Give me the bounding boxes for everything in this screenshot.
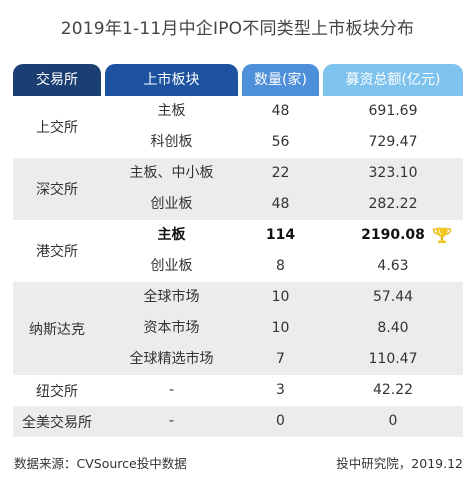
board-cell: 资本市场 bbox=[143, 320, 200, 336]
amount-cell: 110.47 bbox=[368, 351, 418, 367]
exchange-name: 港交所 bbox=[36, 244, 78, 260]
header-board: 上市板块 bbox=[105, 64, 238, 96]
table-row: 科创板 56 729.47 bbox=[13, 127, 463, 158]
exchange-name: 纳斯达克 bbox=[29, 321, 85, 338]
amount-cell: 57.44 bbox=[372, 289, 414, 305]
table-row: 全球精选市场 7 110.47 bbox=[13, 344, 463, 375]
amount-cell: 8.40 bbox=[377, 320, 409, 336]
header-count: 数量(家) bbox=[242, 64, 319, 96]
count-cell: 3 bbox=[276, 382, 285, 398]
board-cell: 全球精选市场 bbox=[129, 351, 214, 367]
table-header: 交易所 上市板块 数量(家) 募资总额(亿元) bbox=[13, 64, 463, 96]
amount-cell: 323.10 bbox=[368, 165, 418, 181]
table-row: 资本市场 10 8.40 bbox=[13, 313, 463, 344]
table-row: 全球市场 10 57.44 bbox=[13, 282, 463, 313]
board-cell: 主板 bbox=[157, 103, 186, 119]
exchange-name: 深交所 bbox=[36, 182, 78, 198]
exchange-name: 纽交所 bbox=[36, 383, 78, 400]
amount-cell: 2190.08 bbox=[361, 227, 425, 243]
count-cell: 10 bbox=[271, 289, 290, 305]
table-row: 创业板 48 282.22 bbox=[13, 189, 463, 220]
board-cell: - bbox=[168, 382, 175, 398]
amount-cell: 691.69 bbox=[368, 103, 418, 119]
count-cell: 48 bbox=[271, 196, 290, 212]
count-cell: 8 bbox=[276, 258, 285, 274]
credit-text: 投中研究院，2019.12 bbox=[336, 456, 463, 471]
amount-cell: 0 bbox=[388, 413, 398, 429]
group-hkex: 港交所 主板 114 2190.08 创业板 8 4.63 bbox=[13, 220, 463, 282]
board-cell: 主板 bbox=[157, 227, 186, 243]
exchange-name: 全美交易所 bbox=[22, 414, 92, 431]
table-title: 2019年1-11月中企IPO不同类型上市板块分布 bbox=[60, 19, 415, 39]
amount-cell: 4.63 bbox=[377, 258, 409, 274]
group-nyse: 纽交所 - 3 42.22 bbox=[13, 375, 463, 406]
group-sse: 上交所 主板 48 691.69 科创板 56 729.47 bbox=[13, 96, 463, 158]
group-szse: 深交所 主板、中小板 22 323.10 创业板 48 282.22 bbox=[13, 158, 463, 220]
table-row: 创业板 8 4.63 bbox=[13, 251, 463, 282]
count-cell: 0 bbox=[276, 413, 285, 429]
count-cell: 7 bbox=[276, 351, 285, 367]
board-cell: 创业板 bbox=[150, 196, 193, 212]
amount-cell: 282.22 bbox=[368, 196, 418, 212]
table-row: - 0 0 bbox=[13, 406, 463, 437]
board-cell: 全球市场 bbox=[143, 289, 200, 305]
table-row: 主板、中小板 22 323.10 bbox=[13, 158, 463, 189]
group-amex: 全美交易所 - 0 0 bbox=[13, 406, 463, 437]
board-cell: 科创板 bbox=[150, 134, 193, 150]
header-exchange: 交易所 bbox=[13, 64, 101, 96]
trophy-icon bbox=[432, 227, 452, 243]
header-amount: 募资总额(亿元) bbox=[323, 64, 463, 96]
count-cell: 56 bbox=[271, 134, 290, 150]
board-cell: 主板、中小板 bbox=[129, 165, 214, 181]
count-cell: 22 bbox=[271, 165, 290, 181]
table-row: 主板 48 691.69 bbox=[13, 96, 463, 127]
count-cell: 10 bbox=[271, 320, 290, 336]
data-source: 数据来源：CVSource投中数据 bbox=[14, 456, 187, 471]
amount-cell: 729.47 bbox=[368, 134, 418, 150]
count-cell: 114 bbox=[265, 227, 296, 243]
table-row: - 3 42.22 bbox=[13, 375, 463, 406]
amount-cell: 42.22 bbox=[372, 382, 414, 398]
count-cell: 48 bbox=[271, 103, 290, 119]
board-cell: 创业板 bbox=[150, 258, 193, 274]
exchange-name: 上交所 bbox=[36, 120, 78, 136]
table-row: 主板 114 2190.08 bbox=[13, 220, 463, 251]
group-nasdaq: 纳斯达克 全球市场 10 57.44 资本市场 10 8.40 全球精选市场 7… bbox=[13, 282, 463, 375]
ipo-distribution-table: 交易所 上市板块 数量(家) 募资总额(亿元) 上交所 主板 48 691.69… bbox=[13, 64, 463, 437]
board-cell: - bbox=[168, 413, 175, 429]
